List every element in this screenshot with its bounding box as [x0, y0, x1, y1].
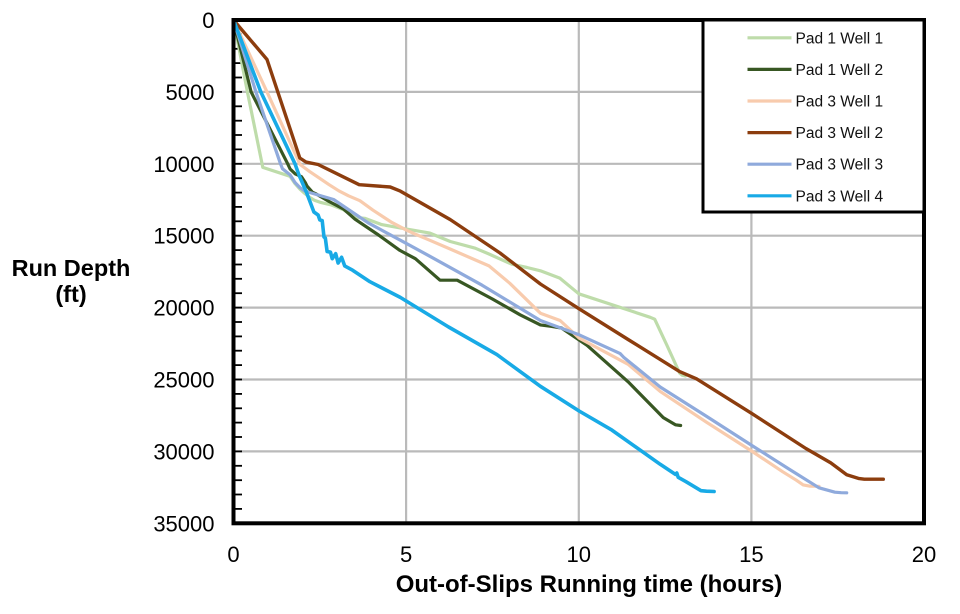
svg-text:Pad 3 Well 2: Pad 3 Well 2 — [796, 125, 884, 142]
svg-text:(ft): (ft) — [55, 281, 86, 307]
svg-text:20: 20 — [912, 542, 936, 567]
svg-text:5: 5 — [400, 542, 412, 567]
svg-text:Pad 1 Well 2: Pad 1 Well 2 — [796, 62, 884, 79]
svg-text:30000: 30000 — [153, 439, 214, 464]
svg-text:0: 0 — [227, 542, 239, 567]
svg-text:5000: 5000 — [166, 80, 215, 105]
svg-text:Out-of-Slips Running time (hou: Out-of-Slips Running time (hours) — [396, 571, 783, 598]
svg-text:Run Depth: Run Depth — [12, 255, 131, 281]
svg-text:15: 15 — [739, 542, 763, 567]
svg-text:35000: 35000 — [153, 511, 214, 536]
svg-text:Pad 1 Well 1: Pad 1 Well 1 — [796, 30, 884, 47]
svg-text:10: 10 — [567, 542, 591, 567]
svg-text:25000: 25000 — [153, 368, 214, 393]
svg-text:20000: 20000 — [153, 296, 214, 321]
svg-text:Pad 3 Well 4: Pad 3 Well 4 — [796, 188, 884, 205]
svg-text:10000: 10000 — [153, 152, 214, 177]
svg-text:0: 0 — [202, 8, 214, 33]
svg-text:Pad 3 Well 1: Pad 3 Well 1 — [796, 94, 884, 111]
svg-text:15000: 15000 — [153, 224, 214, 249]
svg-text:Pad 3 Well 3: Pad 3 Well 3 — [796, 157, 884, 174]
